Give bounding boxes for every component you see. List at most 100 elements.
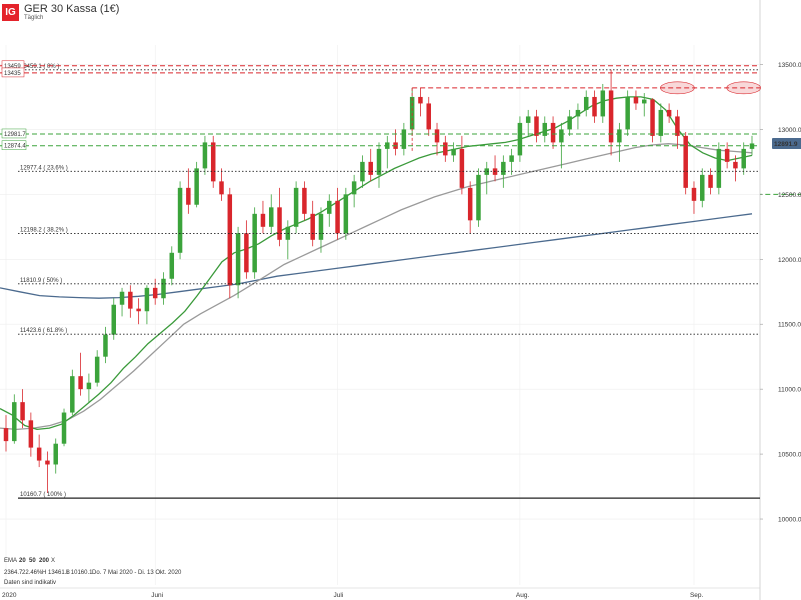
- resistance-label: 13435: [4, 71, 21, 77]
- support-label: 12981.7: [4, 132, 26, 138]
- support-tag: [1, 140, 27, 150]
- y-tick-label: 12000.0: [778, 257, 801, 264]
- double-top-marker: [726, 81, 762, 95]
- candlesticks: [3, 69, 755, 494]
- resistance-label: 13459: [4, 64, 21, 70]
- y-tick-label: 13000.0: [778, 127, 801, 134]
- ig-logo: IG: [2, 4, 19, 21]
- candle-body: [476, 174, 481, 221]
- candle-body: [28, 420, 34, 448]
- candle-body: [567, 116, 572, 130]
- y-tick-label: 11500.0: [778, 322, 801, 329]
- candle-body: [194, 168, 199, 205]
- candle-body: [293, 187, 299, 227]
- candle-body: [252, 213, 257, 273]
- y-tick-label: 13500.0: [778, 62, 801, 69]
- x-tick-label: Juli: [334, 592, 344, 599]
- ema-50-line: [0, 143, 753, 431]
- y-tick-label: 11000.0: [778, 387, 801, 394]
- candle-body: [327, 200, 332, 214]
- candle-body: [691, 187, 697, 201]
- candle-body: [318, 213, 324, 240]
- fib-level-label: 13459.1 ( 0% ): [20, 64, 59, 70]
- ema-period-50: 50: [29, 558, 36, 564]
- candle-body: [210, 142, 216, 182]
- candle-body: [136, 308, 141, 312]
- candle-body: [45, 460, 50, 465]
- current-price-label: 12891.9: [774, 141, 798, 148]
- candle-body: [501, 161, 506, 175]
- candle-body: [277, 207, 282, 240]
- candle-body: [575, 109, 581, 117]
- candle-body: [94, 356, 100, 383]
- candle-body: [650, 99, 655, 136]
- fib-level-label: 12198.2 ( 38.2% ): [20, 228, 68, 234]
- candle-body: [12, 402, 17, 442]
- candle-body: [741, 148, 746, 169]
- ema-period-200: 200: [39, 558, 50, 564]
- candle-body: [351, 181, 357, 195]
- ema-legend-label: EMA: [4, 558, 17, 564]
- candle-body: [53, 443, 58, 465]
- timeframe-label: Täglich: [24, 15, 44, 21]
- range-stat: Do. 7 Mai 2020 - Di. 13 Okt. 2020: [92, 570, 182, 576]
- x-tick-label: Aug.: [516, 592, 530, 599]
- candle-body: [302, 187, 307, 214]
- candle-body: [401, 129, 407, 149]
- price-axis: 10000.0 10500.0 11000.0 11500.0 12000.0 12500…: [760, 62, 801, 524]
- candle-body: [658, 109, 664, 136]
- x-tick-label: Sep.: [690, 592, 704, 599]
- candle-body: [550, 122, 556, 143]
- current-price-badge: [772, 137, 801, 149]
- support-label: 12874.4: [4, 144, 26, 150]
- fib-level-label: 11423.6 ( 61.8% ): [20, 328, 67, 334]
- candle-body: [144, 287, 150, 312]
- candle-body: [368, 161, 373, 175]
- range-stat: 22.46%: [22, 570, 43, 576]
- candle-body: [343, 194, 349, 234]
- candle-body: [219, 181, 224, 195]
- candle-body: [376, 148, 382, 175]
- candle-body: [592, 96, 597, 117]
- candle-body: [78, 376, 83, 390]
- candle-body: [733, 161, 738, 169]
- fib-level-label: 12977.4 ( 23.6% ): [20, 165, 68, 171]
- moving-averages: [0, 96, 753, 431]
- candle-body: [534, 116, 539, 136]
- candle-body: [583, 96, 589, 110]
- candle-body: [434, 129, 440, 143]
- candle-body: [559, 129, 564, 143]
- candle-body: [716, 148, 722, 188]
- candle-body: [484, 168, 490, 175]
- candle-body: [86, 382, 92, 390]
- candle-body: [335, 200, 340, 234]
- fib-level-label: 11810.9 ( 50% ): [20, 278, 62, 284]
- support-tag: [1, 128, 27, 139]
- candle-body: [509, 155, 514, 162]
- candle-body: [128, 291, 133, 309]
- candle-body: [152, 287, 158, 299]
- indicator-legend: EMA 20 50 200 X 2364.7 22.46% H 13461.8L 10160.…: [4, 558, 182, 586]
- candle-body: [426, 103, 431, 130]
- candle-body: [675, 116, 680, 136]
- candle-body: [227, 194, 233, 286]
- candle-body: [70, 376, 75, 413]
- y-tick-label: 12500.0: [778, 192, 801, 199]
- candle-body: [608, 90, 614, 143]
- candle-body: [617, 129, 622, 143]
- y-tick-label: 10500.0: [778, 452, 801, 459]
- candle-body: [641, 99, 647, 104]
- candle-body: [600, 90, 606, 117]
- candle-body: [467, 187, 473, 221]
- candle-body: [3, 428, 9, 442]
- y-tick-label: 10000.0: [778, 517, 801, 524]
- candle-body: [61, 412, 67, 444]
- candle-body: [625, 96, 630, 130]
- candle-body: [36, 447, 42, 461]
- candle-body: [633, 96, 639, 104]
- x-tick-label: Juni: [151, 592, 163, 599]
- candle-body: [451, 148, 456, 156]
- range-stat: H 13461.8: [42, 570, 70, 576]
